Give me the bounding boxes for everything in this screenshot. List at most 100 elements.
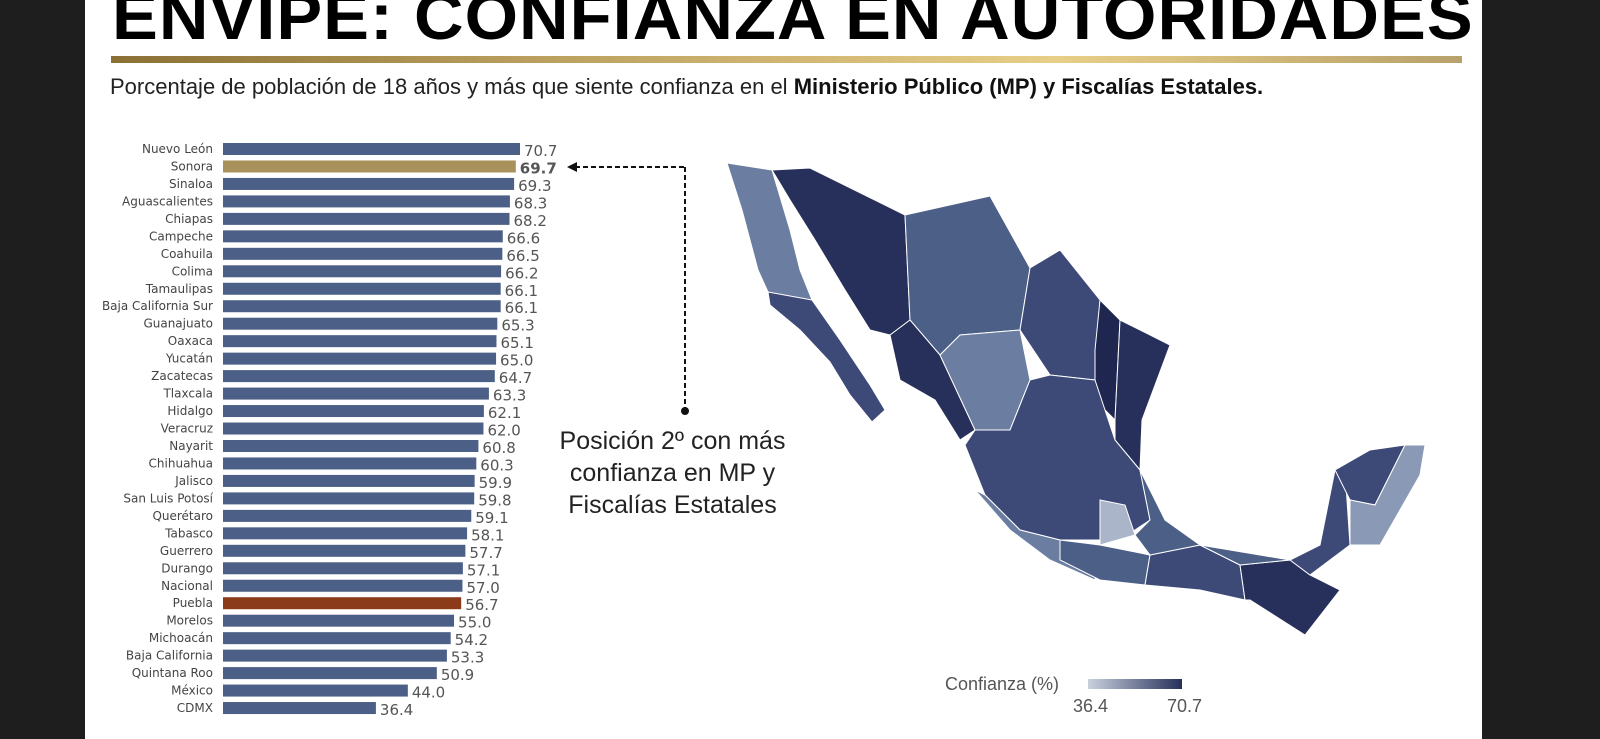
bar <box>223 300 501 313</box>
map-chiapas <box>1239 559 1341 636</box>
map-campeche <box>1289 469 1351 576</box>
bar-label: Durango <box>161 561 213 575</box>
map-quintana-roo <box>1349 444 1426 546</box>
bar-value-label: 58.1 <box>471 526 504 544</box>
bar-label: CDMX <box>177 701 213 715</box>
bar-label: Hidalgo <box>167 404 213 418</box>
bar-label: Nayarit <box>169 439 213 453</box>
bar-value-label: 65.1 <box>500 334 533 352</box>
bar <box>223 597 462 610</box>
bar-label: Tabasco <box>164 526 213 540</box>
bar <box>223 562 463 575</box>
bar <box>223 265 502 278</box>
bar-value-label: 53.3 <box>451 649 484 667</box>
bar-value-label: 62.1 <box>488 404 521 422</box>
map-baja-california-sur <box>767 291 886 423</box>
bar-label: Chiapas <box>165 212 213 226</box>
bar-value-label: 64.7 <box>499 369 532 387</box>
bar-label: Jalisco <box>174 474 213 488</box>
annotation-text: Posición 2º con más confianza en MP y Fi… <box>559 427 786 519</box>
legend-title: Confianza (%) <box>945 674 1060 694</box>
bar-value-label: 66.2 <box>505 264 538 282</box>
bar-label: Yucatán <box>165 352 213 366</box>
bar-value-label: 59.1 <box>475 509 508 527</box>
mexico-map <box>726 162 1426 636</box>
bar <box>223 160 516 173</box>
bar-label: Nuevo León <box>142 142 213 156</box>
bar-value-label: 66.6 <box>507 229 540 247</box>
map-coahuila <box>1019 249 1101 381</box>
bar <box>223 317 498 330</box>
legend-min: 36.4 <box>1073 696 1109 716</box>
bar-label: Nacional <box>161 579 213 593</box>
bar <box>223 544 466 557</box>
bar-label: Sinaloa <box>169 177 213 191</box>
bar-label: Puebla <box>173 596 213 610</box>
bar <box>223 527 468 540</box>
bar-value-label: 59.9 <box>479 474 512 492</box>
bar <box>223 177 515 190</box>
subtitle-bold: Ministerio Público (MP) y Fiscalías Esta… <box>793 74 1264 99</box>
bar-value-label: 68.3 <box>514 194 547 212</box>
bar-value-label: 69.7 <box>520 159 557 177</box>
bar-value-label: 57.7 <box>469 544 502 562</box>
map-sinaloa <box>889 319 976 441</box>
bar-label: Morelos <box>166 614 213 628</box>
bar-value-label: 66.1 <box>505 299 538 317</box>
bar-value-label: 66.5 <box>506 247 539 265</box>
bar <box>223 282 501 295</box>
bar <box>223 195 510 208</box>
bar <box>223 212 510 225</box>
bar <box>223 614 455 627</box>
bar <box>223 247 503 260</box>
bar <box>223 702 376 715</box>
bar-value-label: 57.0 <box>466 579 499 597</box>
bar-label: Guanajuato <box>143 317 213 331</box>
bar-label: Sonora <box>171 159 213 173</box>
bar-value-label: 63.3 <box>493 387 526 405</box>
bar-value-label: 62.0 <box>487 422 520 440</box>
bar-label: Michoacán <box>149 631 213 645</box>
bar-label: Baja California <box>126 649 213 663</box>
bar-value-label: 69.3 <box>518 177 551 195</box>
map-veracruz <box>1134 469 1202 556</box>
bar-label: San Luis Potosí <box>123 491 213 505</box>
page-title: ENVIPE: CONFIANZA EN AUTORIDADES <box>112 0 1474 53</box>
bar-value-label: 54.2 <box>455 631 488 649</box>
bar <box>223 422 484 435</box>
bar <box>223 335 497 348</box>
legend-max: 70.7 <box>1167 696 1203 716</box>
title-divider <box>111 56 1462 63</box>
bar-value-label: 57.1 <box>467 561 500 579</box>
bar <box>223 439 479 452</box>
bar-value-label: 70.7 <box>524 142 557 160</box>
bar <box>223 457 477 470</box>
bar-value-label: 55.0 <box>458 614 491 632</box>
map-tamaulipas <box>1114 319 1171 472</box>
subtitle: Porcentaje de población de 18 años y más… <box>110 74 1263 100</box>
bar-label: Campeche <box>149 229 213 243</box>
subtitle-text: Porcentaje de población de 18 años y más… <box>110 74 794 99</box>
bar-label: Quintana Roo <box>132 666 213 680</box>
bar-value-label: 59.8 <box>478 491 511 509</box>
bar <box>223 684 408 697</box>
bar-label: Colima <box>172 264 213 278</box>
bar <box>223 667 437 680</box>
bar-value-label: 50.9 <box>441 666 474 684</box>
bar-value-label: 68.2 <box>513 212 546 230</box>
bar <box>223 230 503 243</box>
bar-label: Oaxaca <box>168 334 213 348</box>
map-sonora <box>771 167 911 336</box>
bar <box>223 579 463 592</box>
annotation-arrow <box>567 162 689 415</box>
bar <box>223 387 489 400</box>
bar-label: Aguascalientes <box>122 194 213 208</box>
map-guerrero <box>1059 539 1151 586</box>
bar-value-label: 65.3 <box>501 317 534 335</box>
legend-color-scale <box>1088 679 1182 689</box>
bar <box>223 143 520 155</box>
bar-value-label: 60.3 <box>480 456 513 474</box>
bar <box>223 509 472 522</box>
bar-label: México <box>171 684 213 698</box>
